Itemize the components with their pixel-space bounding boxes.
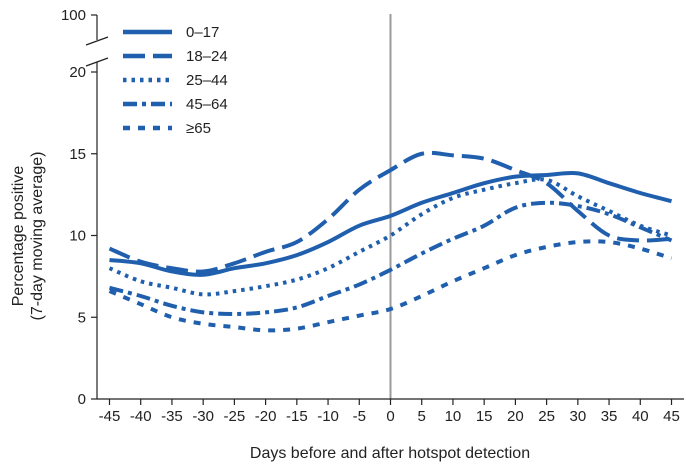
y-tick-label: 10 <box>69 228 86 245</box>
x-tick-label: 0 <box>386 408 394 425</box>
y-axis-title: Percentage positive (7-day moving averag… <box>10 152 46 321</box>
legend-label: 0–17 <box>186 24 219 41</box>
legend-label: 25–44 <box>186 72 228 89</box>
series-line-4 <box>108 200 673 316</box>
x-tick-label: 30 <box>569 408 586 425</box>
x-tick-label: 25 <box>538 408 555 425</box>
axis-break-mark <box>85 57 109 67</box>
x-tick-label: -45 <box>99 408 121 425</box>
x-tick-label: -5 <box>353 408 366 425</box>
legend-label: 18–24 <box>186 48 228 65</box>
legend: 0–17 18–24 25–44 45–64 ≥65 <box>123 24 228 137</box>
y-tick-label: 0 <box>78 391 86 408</box>
y-tick-label-break: 100 <box>61 7 86 24</box>
legend-item: 18–24 <box>123 48 228 65</box>
x-tick-label: 35 <box>601 408 618 425</box>
legend-item: ≥65 <box>123 120 211 137</box>
x-tick-label: 15 <box>476 408 493 425</box>
x-axis-title: Days before and after hotspot detection <box>250 445 530 462</box>
x-tick-label: -35 <box>161 408 183 425</box>
x-tick-label: 20 <box>507 408 524 425</box>
axis-break-mark <box>85 36 109 46</box>
x-tick-label: -20 <box>255 408 277 425</box>
y-axis-title-line-1: Percentage positive <box>10 166 27 307</box>
legend-item: 45–64 <box>123 96 228 113</box>
y-tick-label: 5 <box>78 309 86 326</box>
legend-label: 45–64 <box>186 96 228 113</box>
axes-layer <box>85 14 684 400</box>
x-tick-label: 45 <box>663 408 680 425</box>
x-tick-label: -15 <box>286 408 308 425</box>
legend-label: ≥65 <box>186 120 211 137</box>
x-tick-label: 40 <box>632 408 649 425</box>
x-tick-label: -10 <box>317 408 339 425</box>
y-axis-break-marks <box>85 36 109 67</box>
x-tick-label: -40 <box>130 408 152 425</box>
series-layer <box>108 150 673 333</box>
x-tick-label: -30 <box>192 408 214 425</box>
legend-item: 25–44 <box>123 72 228 89</box>
y-tick-label: 15 <box>69 146 86 163</box>
y-tick-label: 20 <box>69 64 86 81</box>
series-line-5 <box>108 239 673 333</box>
x-tick-label: 5 <box>418 408 426 425</box>
ticks-layer: -45 -40 -35 -30 -25 -20 -15 -10 -5 0 5 10 15 20 25 30 35… <box>61 7 680 425</box>
legend-item: 0–17 <box>123 24 219 41</box>
x-tick-label: 10 <box>445 408 462 425</box>
series-line-2 <box>108 150 672 274</box>
series-line-1 <box>109 170 673 277</box>
y-axis-title-line-2: (7-day moving average) <box>29 152 46 321</box>
x-tick-label: -25 <box>224 408 246 425</box>
